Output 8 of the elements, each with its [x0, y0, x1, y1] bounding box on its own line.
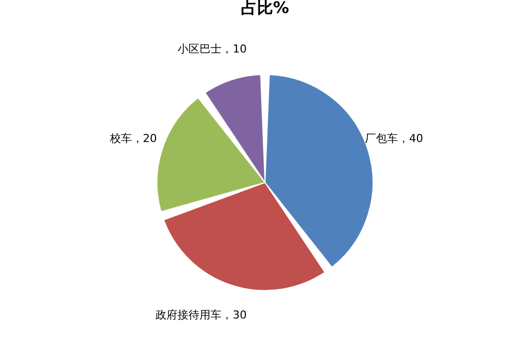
slice-label: 厂包车: [365, 132, 398, 146]
data-label: ，40: [398, 132, 424, 146]
data-label: ，10: [222, 42, 247, 56]
slice-label: 政府接待用车: [156, 308, 222, 322]
data-label: ，30: [222, 308, 247, 322]
data-label: ，20: [132, 132, 157, 146]
slice-label: 小区巴士: [178, 42, 222, 56]
slice-label: 校车: [108, 132, 132, 146]
